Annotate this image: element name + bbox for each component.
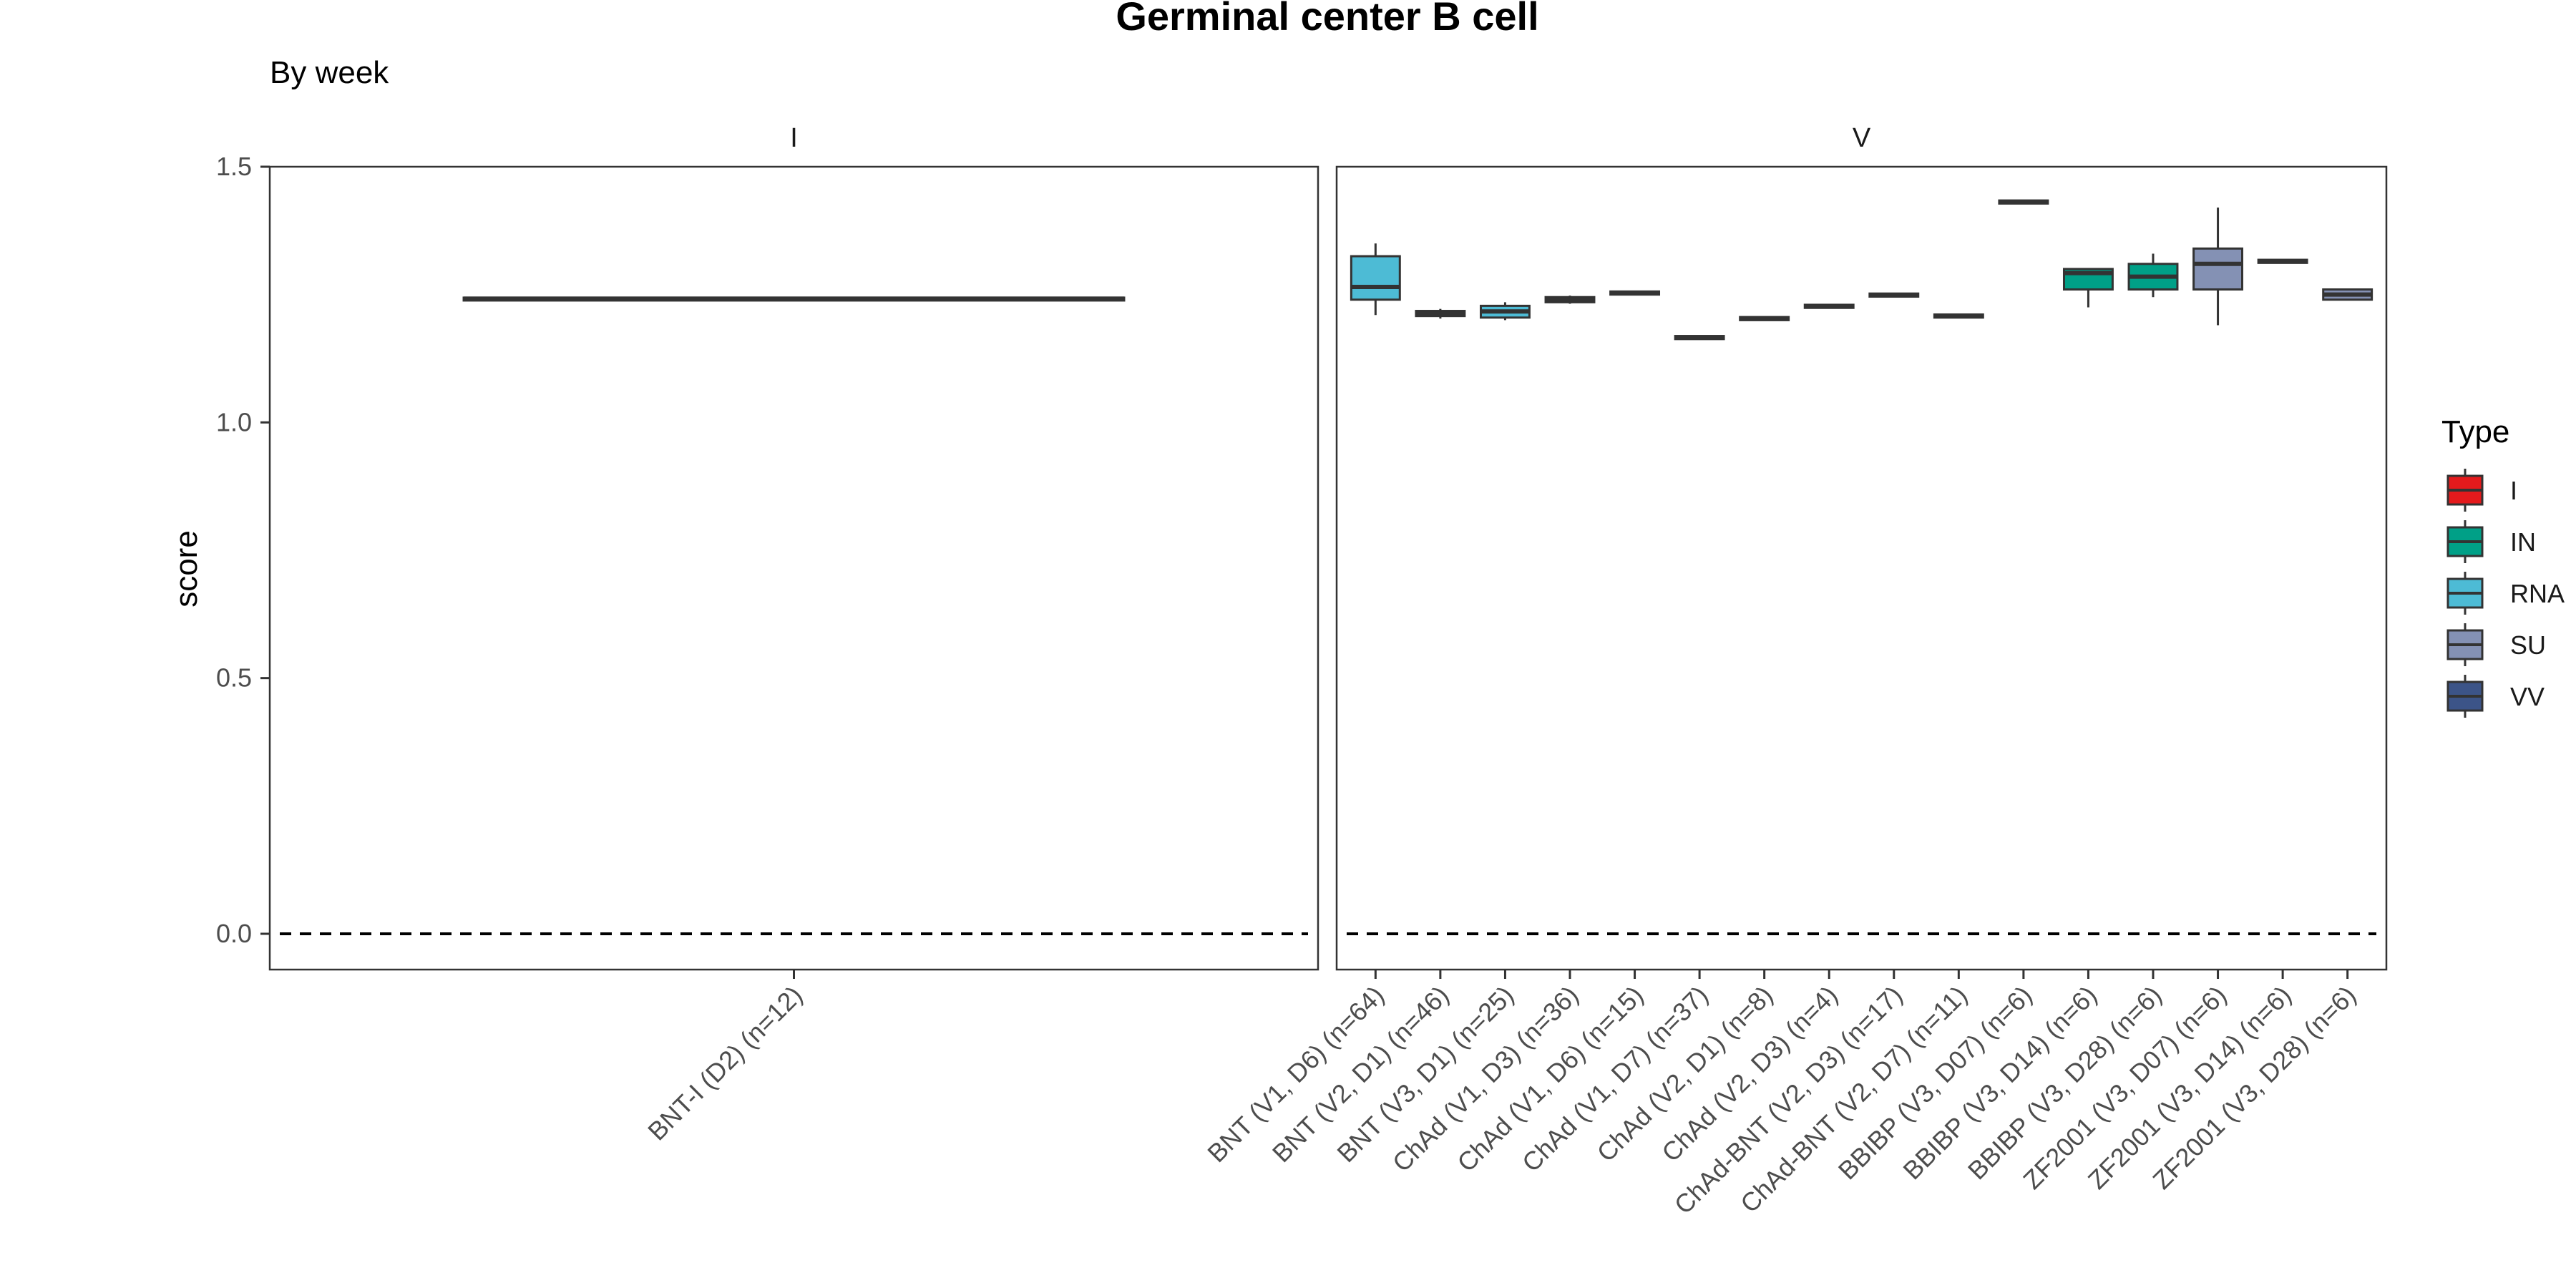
legend-item-SU: SU [2446,623,2546,666]
chart-title: Germinal center B cell [1116,0,1538,39]
y-tick-label: 1.0 [216,407,252,436]
legend-title: Type [2441,414,2509,449]
legend-label: IN [2510,527,2536,557]
legend-label: SU [2510,630,2546,660]
legend-item-IN: IN [2446,520,2536,563]
chart-subtitle: By week [270,55,389,90]
y-axis-label: score [169,530,204,608]
facet-panel-I: I BNT-I (D2) (n=12) [268,123,1319,1146]
box-iqr [1350,255,1401,301]
y-tick-label: 0.5 [216,663,252,693]
facet-strip-label: I [790,123,798,153]
facet-strip-label: V [1853,123,1871,153]
box-iqr [2192,247,2244,291]
y-tick-label: 1.5 [216,152,252,181]
legend-item-I: I [2446,469,2517,512]
legend-label: RNA [2510,579,2565,608]
legend-item-VV: VV [2446,675,2545,718]
legend-item-RNA: RNA [2446,572,2565,615]
legend-label: I [2510,476,2517,505]
panel-border [1335,165,2388,971]
y-tick-label: 0.0 [216,919,252,948]
legend-label: VV [2510,682,2545,711]
panel-border [268,165,1319,971]
x-tick-label: BNT-I (D2) (n=12) [642,980,808,1146]
